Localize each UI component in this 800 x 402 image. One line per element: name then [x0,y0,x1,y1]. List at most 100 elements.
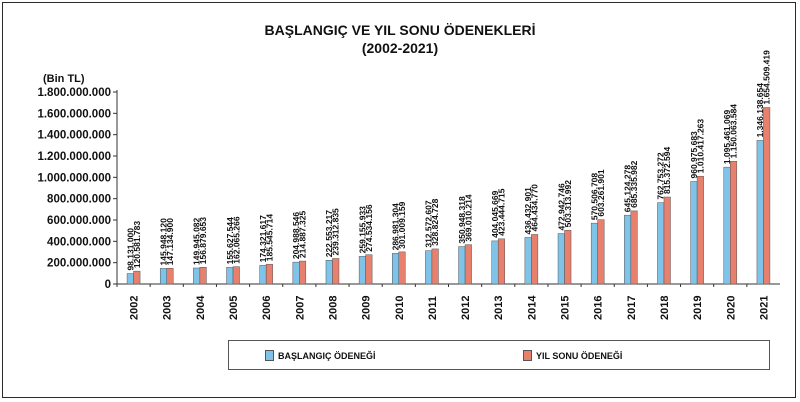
bar-yil-sonu [265,263,273,285]
data-label-yil-sonu: 162.065.266 [231,216,241,264]
bar-baslangic [624,214,632,285]
bar-baslangic [325,260,333,285]
x-tick-label: 2011 [427,296,439,320]
data-label-baslangic: 98.131.000 [125,228,135,271]
x-tick-label: 2004 [195,295,207,320]
data-label-yil-sonu: 214.887.325 [298,211,308,259]
bar-yil-sonu [696,175,704,285]
data-label-baslangic: 204.988.546 [291,212,301,260]
data-label-yil-sonu: 328.824.728 [430,198,440,246]
y-axis-unit-label: (Bin TL) [43,73,85,85]
x-tick-label: 2013 [493,296,505,320]
bar-yil-sonu [763,107,771,285]
x-tick-label: 2006 [261,296,273,320]
x-tick-label: 2020 [725,296,737,320]
x-tick-label: 2003 [162,296,174,320]
x-tick-label: 2015 [560,296,572,320]
bar-baslangic [292,261,300,285]
data-label-yil-sonu: 1.010.417.263 [695,119,705,174]
data-label-baslangic: 149.945.082 [192,217,202,265]
data-label-yil-sonu: 147.134.900 [165,218,175,266]
chart-title: BAŞLANGIÇ VE YIL SONU ÖDENEKLERİ [264,22,536,38]
bar-yil-sonu [232,266,240,285]
bar-baslangic [193,267,201,285]
bar-yil-sonu [133,270,141,285]
legend: BAŞLANGIÇ ÖDENEĞİ YIL SONU ÖDENEĞİ [228,340,770,370]
data-label-baslangic: 436.432.901 [523,187,533,235]
y-tick-label: 800.000.000 [47,194,111,206]
data-label-yil-sonu: 274.534.156 [364,204,374,252]
bar-yil-sonu [199,267,207,285]
chart-subtitle: (2002-2021) [361,40,439,56]
y-tick-label: 1.400.000.000 [37,130,111,142]
data-label-yil-sonu: 815.372.594 [662,146,672,194]
data-label-yil-sonu: 369.010.214 [463,194,473,242]
x-tick-label: 2018 [659,296,671,320]
y-tick-label: 1.200.000.000 [37,151,111,163]
data-label-yil-sonu: 120.581.783 [132,221,142,269]
y-tick-label: 1.000.000.000 [37,172,111,184]
data-label-baslangic: 472.942.746 [556,183,566,231]
bar-yil-sonu [730,161,738,285]
bar-yil-sonu [497,238,505,285]
x-tick-label: 2012 [460,296,472,320]
data-label-yil-sonu: 685.335.982 [629,160,639,208]
bar-yil-sonu [398,251,406,285]
data-label-baslangic: 350.948.318 [457,196,467,244]
data-label-yil-sonu: 1.654.509.419 [762,50,772,105]
data-label-baslangic: 145.948.120 [158,218,168,266]
x-tick-label: 2019 [692,296,704,320]
legend-label-yil-sonu: YIL SONU ÖDENEĞİ [536,350,623,361]
bar-yil-sonu [564,230,572,285]
legend-item-baslangic: BAŞLANGIÇ ÖDENEĞİ [265,350,376,361]
data-label-baslangic: 155.627.544 [225,217,235,265]
chart-frame [2,2,796,398]
data-label-yil-sonu: 185.545.714 [264,214,274,262]
bar-baslangic [657,202,665,285]
bar-baslangic [358,256,366,285]
bar-baslangic [557,233,565,285]
bar-yil-sonu [332,258,340,285]
y-tick-label: 1.600.000.000 [37,108,111,120]
bar-yil-sonu [597,219,605,285]
bar-yil-sonu [630,210,638,285]
data-label-baslangic: 174.321.617 [258,215,268,263]
data-label-baslangic: 1.095.461.069 [722,110,732,165]
y-tick-label: 400.000.000 [47,236,111,248]
bar-baslangic [126,273,134,285]
legend-swatch-baslangic [265,350,274,361]
y-tick-label: 200.000.000 [47,258,111,270]
data-label-baslangic: 312.572.607 [424,200,434,248]
bar-yil-sonu [663,196,671,285]
x-tick-label: 2009 [361,296,373,320]
legend-item-yil-sonu: YIL SONU ÖDENEĞİ [523,350,622,361]
data-label-baslangic: 762.753.272 [656,152,666,200]
bar-baslangic [491,240,499,285]
bar-baslangic [259,265,267,285]
bar-yil-sonu [431,248,439,285]
bar-yil-sonu [299,260,307,285]
x-tick-label: 2007 [294,296,306,320]
data-label-baslangic: 222.553.217 [324,210,334,258]
data-label-yil-sonu: 1.150.063.584 [729,104,739,159]
x-tick-label: 2010 [394,296,406,320]
data-label-baslangic: 960.975.683 [689,131,699,179]
data-label-baslangic: 259.155.933 [357,206,367,254]
x-tick-label: 2017 [626,296,638,320]
bar-baslangic [690,181,698,285]
legend-label-baslangic: BAŞLANGIÇ ÖDENEĞİ [278,350,376,361]
y-tick-label: 0 [105,279,111,291]
legend-swatch-yil-sonu [523,350,532,361]
x-tick-label: 2002 [129,296,141,320]
bar-baslangic [458,246,466,285]
data-label-yil-sonu: 503.313.992 [563,180,573,228]
data-label-baslangic: 286.981.304 [391,203,401,251]
x-tick-label: 2014 [526,295,538,320]
bar-baslangic [226,267,234,285]
x-tick-label: 2021 [758,296,770,320]
bar-baslangic [425,250,433,285]
y-tick-label: 1.800.000.000 [37,87,111,99]
bar-baslangic [392,253,400,285]
data-label-yil-sonu: 603.261.901 [596,169,606,217]
